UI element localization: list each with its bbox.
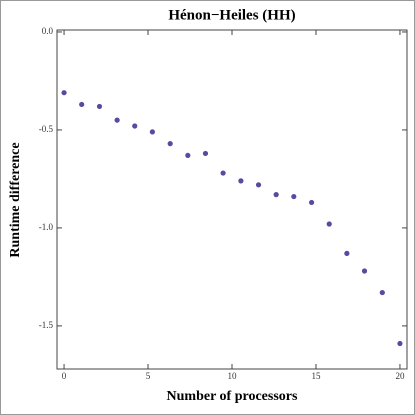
point bbox=[326, 221, 332, 227]
point bbox=[255, 182, 262, 188]
point bbox=[379, 289, 385, 296]
point bbox=[114, 117, 120, 123]
y-tick-label: 0.0 bbox=[42, 26, 54, 36]
point bbox=[273, 192, 279, 198]
point bbox=[132, 123, 138, 129]
x-tick-label: 10 bbox=[228, 371, 238, 381]
chart-title: Hénon−Heiles (HH) bbox=[168, 7, 295, 23]
y-tick-label: -0.5 bbox=[39, 124, 54, 134]
x-tick-label: 0 bbox=[62, 371, 67, 381]
point bbox=[344, 250, 350, 256]
x-axis-label: Number of processors bbox=[167, 389, 298, 404]
point bbox=[149, 129, 155, 135]
point bbox=[361, 268, 368, 274]
y-axis-label: Runtime difference bbox=[8, 142, 23, 257]
point bbox=[202, 150, 209, 157]
point bbox=[79, 101, 85, 108]
x-tick-label: 15 bbox=[311, 371, 321, 381]
y-tick-label: -1.0 bbox=[39, 222, 54, 232]
y-tick-label: -1.5 bbox=[39, 320, 54, 330]
point bbox=[291, 193, 297, 200]
point bbox=[96, 103, 103, 110]
point bbox=[220, 170, 226, 176]
plot-frame bbox=[56, 29, 408, 370]
x-tick-label: 5 bbox=[146, 371, 151, 381]
point bbox=[167, 141, 173, 147]
point bbox=[238, 178, 244, 184]
point bbox=[309, 199, 315, 206]
x-tick-label: 20 bbox=[395, 371, 405, 381]
point bbox=[185, 152, 191, 159]
point bbox=[61, 90, 67, 96]
point bbox=[397, 340, 403, 347]
